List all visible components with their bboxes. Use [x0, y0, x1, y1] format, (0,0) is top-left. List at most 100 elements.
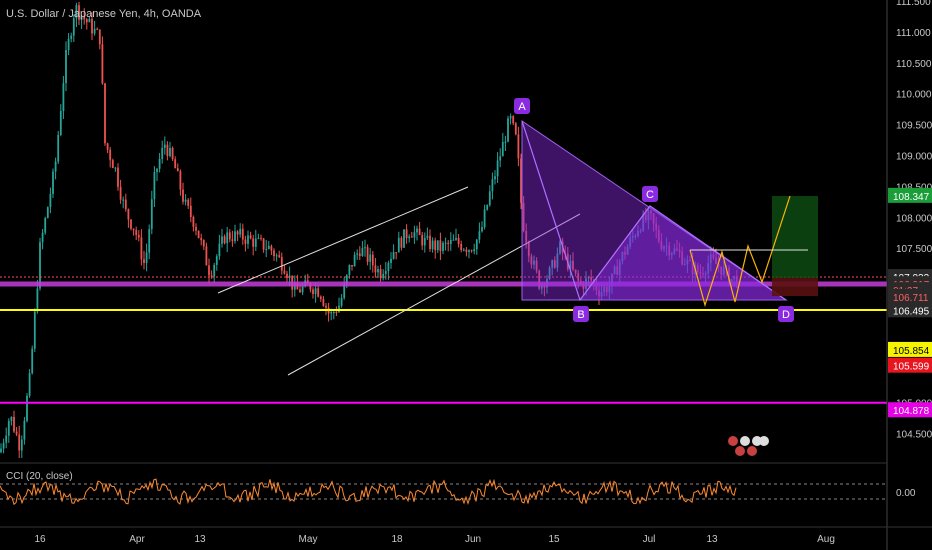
candle-body: [348, 264, 351, 276]
event-icon[interactable]: [747, 446, 757, 456]
price-tick-label: 111.500: [896, 0, 931, 8]
candle-body: [163, 144, 166, 148]
candle-body: [473, 249, 476, 252]
candle-body: [709, 254, 712, 264]
cci-line: [0, 478, 737, 506]
candle-body: [600, 291, 603, 297]
candle-body: [109, 149, 112, 161]
stop-loss-zone[interactable]: [772, 278, 818, 296]
candle-body: [26, 395, 28, 421]
candle-body: [91, 18, 93, 34]
candle-body: [189, 205, 192, 217]
candle-body: [590, 277, 593, 281]
candle-body: [483, 209, 486, 228]
price-tick-label: 107.500: [896, 244, 932, 255]
time-tick-label: 13: [706, 534, 718, 545]
candle-body: [273, 250, 275, 257]
candle-body: [587, 277, 590, 279]
pattern-point-d[interactable]: D: [778, 306, 794, 322]
candle-body: [442, 242, 444, 251]
candlestick-series: [0, 1, 738, 458]
pattern-point-badge: [778, 306, 794, 322]
candle-body: [384, 271, 387, 274]
candle-body: [499, 156, 502, 161]
candle-body: [535, 260, 538, 271]
candle-body: [673, 248, 676, 254]
candle-body: [75, 5, 78, 19]
candle-body: [618, 261, 621, 275]
candle-body: [678, 250, 681, 253]
candle-body: [197, 230, 200, 238]
candle-body: [143, 259, 145, 264]
event-icon[interactable]: [759, 436, 769, 446]
event-icon[interactable]: [735, 446, 745, 456]
candle-body: [254, 238, 257, 247]
candle-body: [574, 269, 577, 274]
candle-body: [33, 311, 36, 349]
candle-body: [2, 442, 5, 449]
pattern-point-badge: [642, 186, 658, 202]
candle-body: [184, 199, 187, 202]
pattern-point-label: B: [577, 309, 584, 321]
candle-body: [517, 134, 520, 159]
event-icon[interactable]: [728, 436, 738, 446]
channel-upper-line[interactable]: [217, 186, 469, 294]
candle-body: [665, 245, 668, 247]
candle-body: [221, 236, 223, 244]
candle-body: [621, 252, 624, 262]
channel-lower-line[interactable]: [287, 213, 581, 376]
candle-body: [106, 143, 109, 150]
candle-body: [236, 231, 239, 235]
candle-body: [507, 118, 509, 142]
event-icons[interactable]: [728, 436, 769, 456]
candle-body: [371, 254, 374, 266]
candle-body: [44, 217, 47, 233]
event-icon[interactable]: [752, 436, 762, 446]
candle-body: [192, 216, 195, 227]
candle-body: [28, 373, 31, 396]
candle-body: [23, 420, 26, 440]
candle-body: [176, 168, 179, 172]
candle-body: [613, 266, 616, 274]
candle-body: [223, 236, 226, 244]
candle-body: [10, 416, 13, 421]
candle-body: [322, 298, 325, 306]
candle-body: [278, 255, 281, 258]
candle-body: [707, 263, 710, 274]
candle-body: [616, 266, 619, 275]
time-tick-label: May: [299, 534, 318, 545]
candle-body: [702, 273, 704, 275]
candle-body: [434, 240, 437, 251]
time-tick-label: Apr: [129, 534, 145, 545]
candle-body: [431, 240, 434, 250]
candle-body: [611, 273, 613, 287]
candle-body: [257, 237, 260, 239]
pattern-point-a[interactable]: A: [514, 98, 530, 114]
candle-body: [83, 16, 86, 20]
candle-body: [252, 238, 255, 247]
candle-body: [681, 252, 684, 265]
target-profit-zone[interactable]: [772, 196, 818, 278]
candle-body: [512, 116, 515, 124]
event-icon[interactable]: [740, 436, 750, 446]
candle-body: [132, 228, 135, 231]
cci-label: CCI (20, close): [6, 471, 73, 482]
time-axis[interactable]: 16 Apr 13 May 18 Jun 15 Jul 13 Aug: [34, 534, 834, 545]
candle-body: [62, 83, 65, 111]
candle-body: [312, 289, 314, 294]
time-tick-label: 15: [548, 534, 560, 545]
candle-body: [722, 267, 725, 275]
candle-body: [174, 159, 177, 169]
candle-body: [239, 228, 242, 235]
candle-body: [577, 273, 580, 281]
candle-body: [460, 243, 463, 251]
candle-body: [330, 312, 333, 314]
candle-body: [39, 242, 41, 289]
pattern-point-b[interactable]: B: [573, 306, 589, 322]
candle-body: [686, 259, 689, 265]
pattern-point-c[interactable]: C: [642, 186, 658, 202]
candle-body: [270, 245, 273, 251]
price-tag-bg: [888, 402, 932, 418]
price-tag: 108.347: [888, 187, 932, 203]
